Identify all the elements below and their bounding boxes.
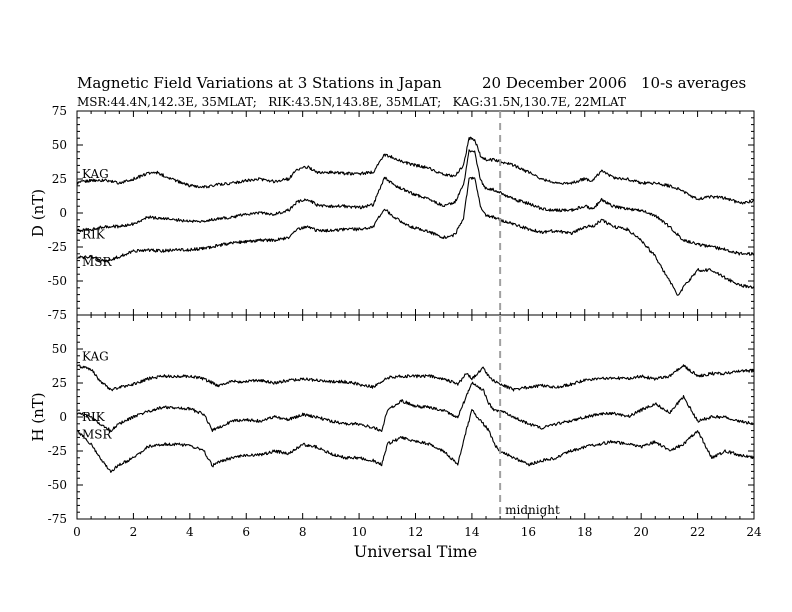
d-series-kag (76, 136, 755, 205)
d-ytick-label: -75 (48, 308, 67, 322)
d-label-kag: KAG (82, 167, 109, 181)
station-coordinates: MSR:44.4N,142.3E, 35MLAT; RIK:43.5N,143.… (77, 95, 626, 109)
xtick-label: 6 (242, 525, 250, 539)
d-ytick-label: -25 (48, 240, 67, 254)
h-series-msr (76, 408, 755, 473)
d-ytick-label: 50 (52, 138, 67, 152)
d-series-rik (76, 149, 755, 256)
xtick-label: 18 (577, 525, 592, 539)
h-series-rik (76, 381, 755, 433)
xtick-label: 4 (186, 525, 194, 539)
xtick-label: 20 (634, 525, 649, 539)
xtick-label: 16 (521, 525, 536, 539)
d-ytick-label: 25 (52, 172, 67, 186)
d-label-rik: RIK (82, 228, 106, 242)
h-series-kag (76, 364, 755, 392)
h-label-kag: KAG (82, 349, 109, 363)
h-panel-frame (76, 314, 755, 520)
chart-title: Magnetic Field Variations at 3 Stations … (77, 74, 442, 92)
d-series-msr (76, 176, 755, 296)
h-ytick-label: 50 (52, 342, 67, 356)
xtick-label: 12 (408, 525, 423, 539)
chart-date: 20 December 2006 (482, 74, 627, 92)
h-ytick-label: -75 (48, 512, 67, 526)
d-ytick-label: -50 (48, 274, 67, 288)
xtick-label: 10 (351, 525, 366, 539)
d-ylabel: D (nT) (29, 189, 47, 237)
x-axis: 0 2 4 6 8 10 12 14 16 18 20 22 24 (73, 111, 762, 539)
x-axis-label: Universal Time (354, 542, 477, 561)
d-ytick-label: 75 (52, 104, 67, 118)
d-label-msr: MSR (82, 255, 113, 269)
h-ytick-label: -50 (48, 478, 67, 492)
h-label-rik: RIK (82, 410, 106, 424)
h-ytick-label: 0 (59, 410, 67, 424)
h-ytick-label: -25 (48, 444, 67, 458)
xtick-label: 2 (130, 525, 138, 539)
d-panel-frame (76, 110, 755, 316)
h-ytick-label: 25 (52, 376, 67, 390)
xtick-label: 8 (299, 525, 307, 539)
xtick-label: 0 (73, 525, 81, 539)
d-component-panel: 75 50 25 0 -25 -50 -75 D (nT) KAG RIK MSR (29, 104, 755, 322)
h-label-msr: MSR (82, 428, 113, 442)
xtick-label: 22 (690, 525, 705, 539)
h-component-panel: 50 25 0 -25 -50 -75 H (nT) KAG RIK MSR (29, 314, 755, 526)
chart-averaging: 10-s averages (641, 74, 746, 92)
midnight-label: midnight (505, 503, 560, 517)
xtick-label: 14 (464, 525, 480, 539)
h-ylabel: H (nT) (29, 392, 47, 441)
d-ytick-label: 0 (59, 206, 67, 220)
xtick-label: 24 (746, 525, 762, 539)
